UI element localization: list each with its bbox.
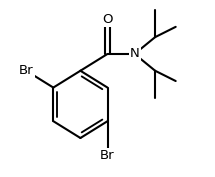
Text: Br: Br (100, 149, 115, 162)
Text: Br: Br (19, 64, 34, 77)
Text: N: N (130, 47, 140, 60)
Text: O: O (102, 13, 113, 26)
